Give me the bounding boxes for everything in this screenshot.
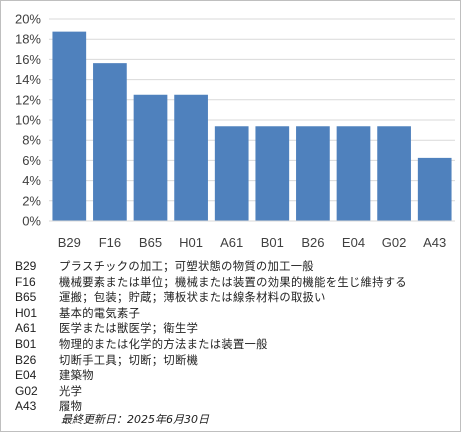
- y-tick-label: 10%: [15, 113, 41, 128]
- x-category-label: E04: [342, 235, 365, 250]
- legend-description: 履物: [59, 400, 83, 414]
- code-legend: B29 プラスチックの加工；可塑状態の物質の加工一般 F16 機械要素または単位；機械…: [15, 259, 455, 415]
- bar-h01: [174, 94, 208, 221]
- legend-description: 医学または獣医学；衛生学: [59, 322, 199, 336]
- bar-a43: [417, 157, 452, 222]
- bar-chart: 0% 2% 4% 6% 8% 10% 12% 14% 16% 18% 20% B29 F16 B65 H0…: [15, 12, 455, 250]
- y-tick-label: 16%: [15, 52, 41, 67]
- y-tick-label: 4%: [22, 173, 41, 188]
- legend-code: F16: [15, 274, 36, 289]
- legend-description: 運搬；包装；貯蔵；薄板状または線条材料の取扱い: [59, 291, 326, 305]
- y-axis-ticks: 0% 2% 4% 6% 8% 10% 12% 14% 16% 18% 20%: [15, 12, 41, 229]
- y-tick-label: 0%: [22, 214, 41, 229]
- x-category-label: B65: [139, 235, 162, 250]
- y-tick-label: 20%: [15, 12, 41, 27]
- x-category-label: H01: [179, 235, 203, 250]
- legend-description: 光学: [59, 384, 83, 398]
- legend-row: B26 切断手工具；切断；切断機: [15, 353, 455, 369]
- legend-code: G02: [15, 383, 38, 398]
- x-axis-categories: B29 F16 B65 H01 A61 B01 B26 E04 G02 A43: [58, 235, 447, 250]
- y-tick-label: 12%: [15, 92, 41, 107]
- bar-e04: [336, 126, 371, 221]
- legend-code: A61: [15, 321, 37, 336]
- legend-code: B26: [15, 352, 37, 367]
- legend-row: E04 建築物: [15, 368, 455, 384]
- y-tick-label: 18%: [15, 32, 41, 47]
- legend-description: 物理的または化学的方法または装置一般: [59, 337, 268, 351]
- legend-row: H01 基本的電気素子: [15, 306, 455, 322]
- legend-row: B01 物理的または化学的方法または装置一般: [15, 337, 455, 353]
- x-category-label: B26: [301, 235, 324, 250]
- bar-b65: [133, 94, 168, 221]
- bars: [52, 31, 452, 222]
- legend-description: 機械要素または単位；機械または装置の効果的機能を生じ維持する: [59, 275, 407, 289]
- legend-row: B29 プラスチックの加工；可塑状態の物質の加工一般: [15, 259, 455, 275]
- legend-row: A61 医学または獣医学；衛生学: [15, 321, 455, 337]
- legend-description: 切断手工具；切断；切断機: [59, 353, 199, 367]
- last-updated-note: 最終更新日：2025年6月30日: [61, 413, 209, 426]
- legend-row: B65 運搬；包装；貯蔵；薄板状または線条材料の取扱い: [15, 290, 455, 306]
- legend-description: プラスチックの加工；可塑状態の物質の加工一般: [59, 260, 314, 273]
- y-tick-label: 6%: [22, 153, 41, 168]
- bar-a61: [214, 126, 249, 221]
- x-category-label: F16: [99, 235, 121, 250]
- bar-b01: [255, 126, 290, 221]
- legend-code: E04: [15, 368, 37, 383]
- bar-f16: [93, 63, 127, 221]
- legend-row: G02 光学: [15, 384, 455, 400]
- y-tick-label: 2%: [22, 193, 41, 208]
- legend-code: H01: [15, 305, 38, 320]
- legend-code: B65: [15, 290, 37, 305]
- legend-row: F16 機械要素または単位；機械または装置の効果的機能を生じ維持する: [15, 275, 455, 291]
- x-category-label: B29: [58, 235, 81, 250]
- legend-code: B29: [15, 259, 37, 273]
- legend-code: A43: [15, 399, 37, 414]
- x-category-label: B01: [261, 235, 284, 250]
- x-category-label: A61: [220, 235, 243, 250]
- x-category-label: G02: [382, 235, 407, 250]
- legend-code: B01: [15, 336, 37, 351]
- y-tick-label: 14%: [15, 72, 41, 87]
- x-category-label: A43: [423, 235, 446, 250]
- legend-description: 建築物: [59, 369, 94, 383]
- legend-row: A43 履物: [15, 399, 455, 415]
- bar-g02: [377, 126, 411, 221]
- bar-b29: [52, 31, 87, 222]
- bar-b26: [296, 126, 330, 221]
- y-tick-label: 8%: [22, 133, 41, 148]
- legend-description: 基本的電気素子: [59, 306, 141, 320]
